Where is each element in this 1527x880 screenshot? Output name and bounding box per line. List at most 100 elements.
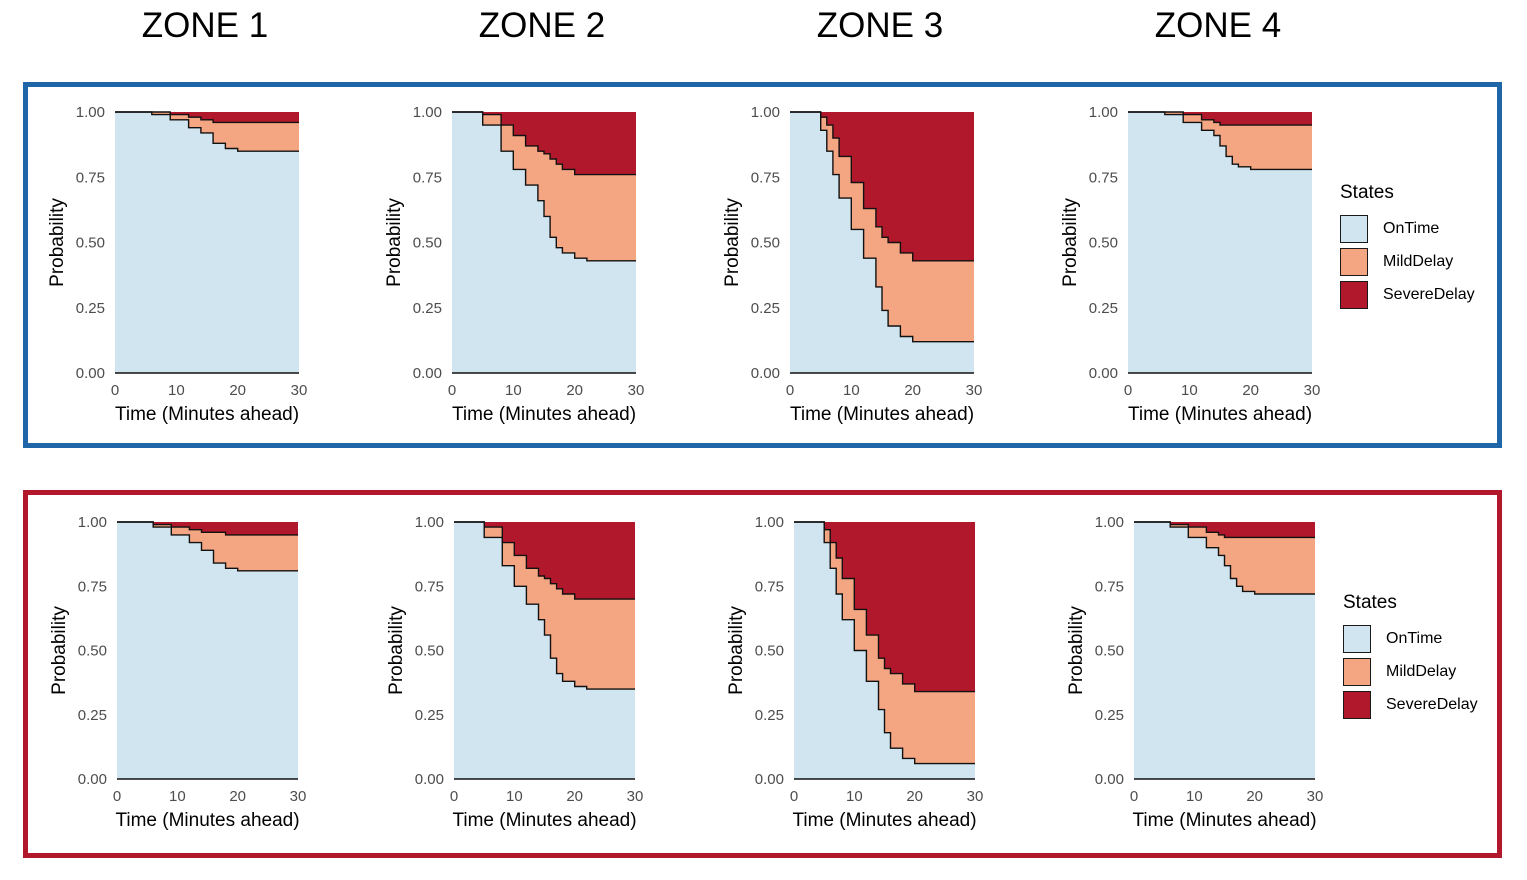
milddelay-boundary-line: [454, 521, 635, 600]
x-tick-label: 30: [291, 382, 308, 399]
ontime-swatch: [1343, 624, 1371, 653]
ontime-boundary-line: [452, 111, 636, 262]
legend-item-severedelay: SevereDelay: [1340, 278, 1475, 311]
y-tick-label: 0.00: [755, 771, 784, 788]
x-tick-label: 10: [1186, 788, 1203, 805]
x-tick-label: 10: [169, 788, 186, 805]
y-tick-label: 1.00: [76, 104, 105, 121]
y-tick-label: 0.25: [413, 300, 442, 317]
facet-1: 0.00 0.25 0.50 0.75 1.00 0 10 20 30 Time (Minutes…: [49, 514, 306, 831]
facet-2: 0.00 0.25 0.50 0.75 1.00 0 10 20 30 Time (Minutes…: [386, 514, 643, 831]
y-tick-label: 0.25: [78, 707, 107, 724]
top-panel-charts: 0.00 0.25 0.50 0.75 1.00 0 10 20 30 Time (Minutes…: [47, 104, 1320, 425]
x-tick-label: 30: [966, 382, 983, 399]
y-tick-label: 0.50: [413, 235, 442, 252]
y-tick-label: 0.75: [1089, 169, 1118, 186]
legend-title: States: [1343, 592, 1397, 613]
y-tick-label: 0.00: [78, 771, 107, 788]
legend-item-milddelay: MildDelay: [1343, 655, 1478, 688]
x-axis-title: Time (Minutes ahead): [115, 810, 299, 831]
y-tick-label: 0.50: [415, 643, 444, 660]
x-tick-label: 0: [786, 382, 794, 399]
y-tick-label: 0.75: [751, 169, 780, 186]
y-axis-title: Probability: [386, 606, 407, 695]
ontime-area: [452, 112, 636, 373]
zone-title-3: ZONE 3: [816, 6, 944, 45]
milddelay-boundary-line: [1128, 111, 1312, 126]
y-tick-label: 0.25: [755, 707, 784, 724]
bottom-panel-charts: 0.00 0.25 0.50 0.75 1.00 0 10 20 30 Time (Minutes…: [49, 514, 1323, 831]
severedelay-swatch: [1340, 280, 1368, 309]
facet-4: 0.00 0.25 0.50 0.75 1.00 0 10 20 30 Time (Minutes…: [1066, 514, 1323, 831]
y-axis-title: Probability: [384, 198, 405, 287]
milddelay-boundary-line: [115, 111, 299, 124]
x-tick-label: 0: [448, 382, 456, 399]
x-tick-label: 20: [904, 382, 921, 399]
y-tick-label: 0.25: [415, 707, 444, 724]
x-tick-label: 30: [1307, 788, 1324, 805]
ontime-boundary-line: [115, 111, 299, 152]
y-tick-label: 0.00: [1089, 365, 1118, 382]
legend-item-ontime: OnTime: [1340, 212, 1475, 245]
ontime-area: [1134, 522, 1315, 779]
x-tick-label: 10: [168, 382, 185, 399]
legend-label: OnTime: [1386, 629, 1443, 647]
y-tick-label: 0.75: [413, 169, 442, 186]
ontime-boundary-line: [790, 111, 974, 343]
y-tick-label: 0.50: [1089, 235, 1118, 252]
x-tick-label: 0: [790, 788, 798, 805]
ontime-boundary-line: [454, 521, 635, 690]
y-axis-title: Probability: [722, 198, 743, 287]
legend-label: MildDelay: [1386, 662, 1457, 680]
legend-title: States: [1340, 182, 1394, 203]
x-tick-label: 30: [628, 382, 645, 399]
y-tick-label: 1.00: [755, 514, 784, 531]
facet-4: 0.00 0.25 0.50 0.75 1.00 0 10 20 30 Time (Minutes…: [1060, 104, 1320, 425]
x-tick-label: 20: [566, 788, 583, 805]
x-tick-label: 20: [1246, 788, 1263, 805]
x-axis-title: Time (Minutes ahead): [1132, 810, 1316, 831]
x-tick-label: 30: [967, 788, 984, 805]
y-tick-label: 1.00: [1089, 104, 1118, 121]
milddelay-boundary-line: [794, 521, 975, 693]
x-tick-label: 10: [506, 788, 523, 805]
y-tick-label: 0.75: [1095, 578, 1124, 595]
x-tick-label: 20: [1242, 382, 1259, 399]
x-tick-label: 0: [1130, 788, 1138, 805]
y-tick-label: 0.50: [751, 235, 780, 252]
x-axis-title: Time (Minutes ahead): [452, 810, 636, 831]
x-tick-label: 20: [566, 382, 583, 399]
ontime-swatch: [1340, 214, 1368, 243]
x-tick-label: 0: [1124, 382, 1132, 399]
legend-label: SevereDelay: [1383, 285, 1475, 303]
y-tick-label: 0.00: [76, 365, 105, 382]
legend-item-severedelay: SevereDelay: [1343, 688, 1478, 721]
x-tick-label: 10: [843, 382, 860, 399]
x-tick-label: 30: [1304, 382, 1321, 399]
y-tick-label: 1.00: [415, 514, 444, 531]
y-tick-label: 0.25: [1095, 707, 1124, 724]
y-tick-label: 0.25: [751, 300, 780, 317]
y-tick-label: 0.25: [1089, 300, 1118, 317]
y-tick-label: 0.50: [78, 643, 107, 660]
milddelay-swatch: [1340, 247, 1368, 276]
zone-title-2: ZONE 2: [478, 6, 606, 45]
y-tick-label: 0.25: [76, 300, 105, 317]
x-tick-label: 20: [229, 788, 246, 805]
severedelay-swatch: [1343, 690, 1371, 719]
y-tick-label: 1.00: [1095, 514, 1124, 531]
y-tick-label: 0.75: [78, 578, 107, 595]
legend-label: SevereDelay: [1386, 695, 1478, 713]
milddelay-boundary-line: [790, 111, 974, 262]
x-axis-title: Time (Minutes ahead): [792, 810, 976, 831]
x-tick-label: 30: [627, 788, 644, 805]
y-axis-title: Probability: [726, 606, 747, 695]
ontime-boundary-line: [1134, 521, 1315, 595]
y-axis-title: Probability: [49, 606, 70, 695]
y-tick-label: 1.00: [751, 104, 780, 121]
ontime-area: [794, 522, 975, 779]
milddelay-swatch: [1343, 657, 1371, 686]
legend-label: OnTime: [1383, 219, 1440, 237]
facet-1: 0.00 0.25 0.50 0.75 1.00 0 10 20 30 Time (Minutes…: [47, 104, 307, 425]
zone-title-1: ZONE 1: [141, 6, 269, 45]
